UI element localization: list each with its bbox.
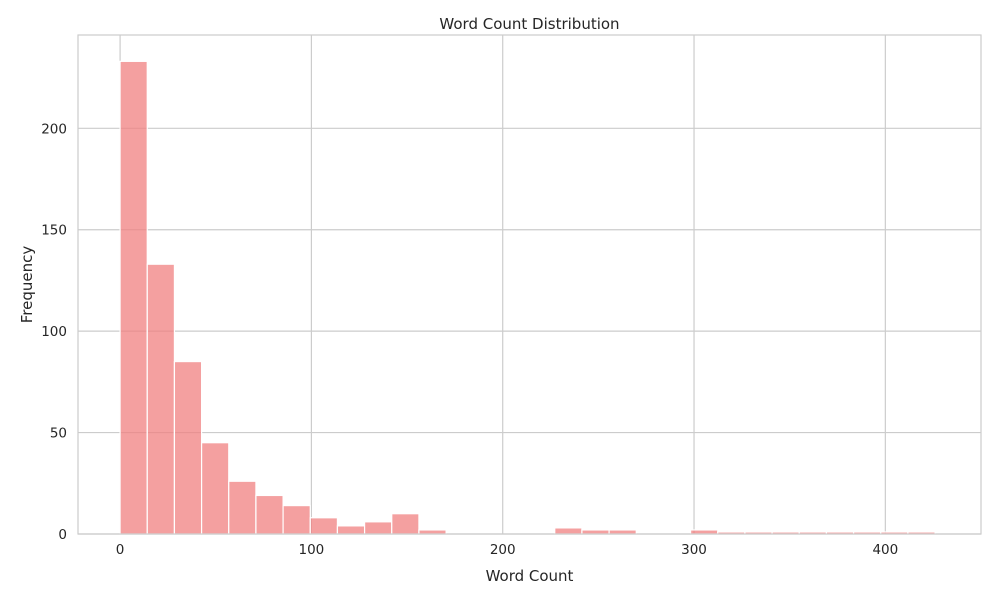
x-tick-label: 0 — [116, 542, 125, 558]
histogram-bar — [418, 529, 447, 535]
histogram-bar — [146, 263, 176, 535]
plot-frame — [77, 34, 982, 535]
histogram-bar — [391, 513, 420, 535]
histogram-bar — [228, 480, 257, 535]
chart-title: Word Count Distribution — [439, 15, 619, 33]
histogram-bar — [581, 529, 610, 535]
x-tick-label: 300 — [681, 542, 707, 558]
bars-layer — [119, 60, 936, 535]
x-tick-label: 400 — [872, 542, 898, 558]
y-tick-label: 100 — [41, 324, 67, 340]
x-tick-label: 100 — [299, 542, 325, 558]
histogram-bar — [689, 529, 719, 535]
histogram-bar — [200, 442, 230, 535]
histogram-bar — [255, 494, 284, 535]
y-tick-label: 50 — [50, 426, 67, 442]
x-tick-labels: 0 100 200 300 400 — [116, 542, 898, 558]
histogram-bar — [119, 60, 148, 535]
histogram-bar — [336, 525, 366, 535]
histogram-bar — [363, 521, 393, 535]
histogram-bar — [608, 529, 637, 535]
x-tick-label: 200 — [490, 542, 516, 558]
y-tick-labels: 0 50 100 150 200 — [41, 121, 67, 543]
y-axis-title: Frequency — [18, 246, 36, 324]
histogram-bar — [173, 360, 203, 535]
x-axis-title: Word Count — [486, 567, 574, 585]
histogram-bar — [554, 527, 583, 535]
y-tick-label: 200 — [41, 121, 67, 137]
y-tick-label: 150 — [41, 223, 67, 239]
y-tick-label: 0 — [58, 527, 67, 543]
histogram-bar — [282, 505, 311, 535]
histogram-bar — [309, 517, 339, 535]
